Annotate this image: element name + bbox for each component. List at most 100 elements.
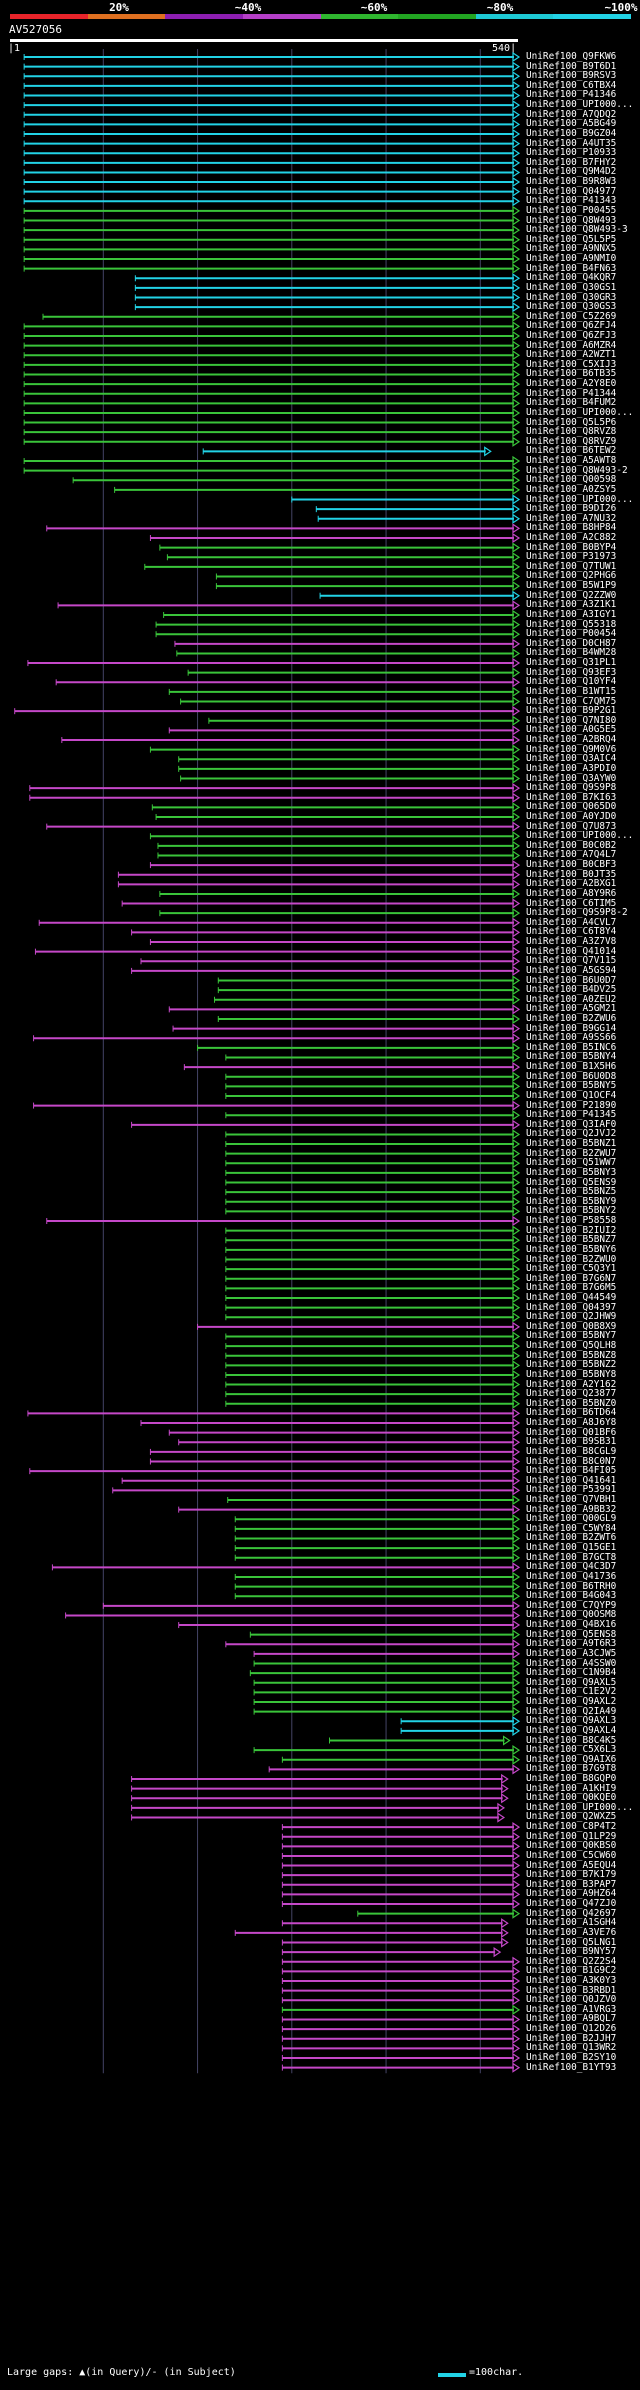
hit-label[interactable]: UniRef100_A5EQU4: [526, 1859, 617, 1871]
hit-label[interactable]: UniRef100_B5BNZ0: [526, 1397, 617, 1409]
hit-label[interactable]: UniRef100_B2ZWU6: [526, 1013, 617, 1024]
hit-label[interactable]: UniRef100_P41344: [526, 387, 617, 399]
hit-label[interactable]: UniRef100_B5BNY6: [526, 1243, 617, 1255]
hit-label[interactable]: UniRef100_A0ZEU2: [526, 993, 617, 1005]
hit-label[interactable]: UniRef100_C5WY84: [526, 1522, 617, 1534]
hit-label[interactable]: UniRef100_B5BNY8: [526, 1368, 617, 1380]
hit-label[interactable]: UniRef100_B9P2G1: [526, 705, 617, 717]
hit-label[interactable]: UniRef100_C7QM75: [526, 695, 617, 707]
hit-label[interactable]: UniRef100_Q8W493-3: [526, 224, 628, 236]
hit-label[interactable]: UniRef100_C8P4T2: [526, 1821, 617, 1833]
hit-label[interactable]: UniRef100_B5BNY3: [526, 1166, 617, 1178]
hit-label[interactable]: UniRef100_Q0KBS0: [526, 1840, 617, 1852]
hit-label[interactable]: UniRef100_Q00598: [526, 474, 617, 486]
hit-label[interactable]: UniRef100_B4G043: [526, 1590, 617, 1602]
hit-label[interactable]: UniRef100_Q30GS1: [526, 281, 617, 293]
hit-label[interactable]: UniRef100_Q47ZJ0: [526, 1898, 617, 1910]
hit-label[interactable]: UniRef100_Q2IA49: [526, 1705, 617, 1717]
hit-label[interactable]: UniRef100_Q6ZFJ4: [526, 320, 617, 332]
hit-label[interactable]: UniRef100_C1N9B4: [526, 1667, 617, 1679]
hit-label[interactable]: UniRef100_B9NY57: [526, 1946, 617, 1958]
hit-label[interactable]: UniRef100_Q9S9P8-2: [526, 907, 628, 919]
hit-label[interactable]: UniRef100_Q04977: [526, 185, 617, 197]
hit-label[interactable]: UniRef100_B9GG14: [526, 1022, 617, 1034]
hit-label[interactable]: UniRef100_B0BYP4: [526, 541, 617, 553]
hit-label[interactable]: UniRef100_B9SB31: [526, 1436, 617, 1448]
hit-label[interactable]: UniRef100_Q2WXZ5: [526, 1811, 617, 1823]
hit-label[interactable]: UniRef100_B9DI26: [526, 503, 617, 515]
hit-label[interactable]: UniRef100_A4UT35: [526, 137, 617, 149]
hit-label[interactable]: UniRef100_B4WM28: [526, 647, 617, 659]
hit-label[interactable]: UniRef100_B7G6M5: [526, 1282, 617, 1294]
hit-label[interactable]: UniRef100_Q8W493: [526, 214, 617, 226]
hit-label[interactable]: UniRef100_B2SY10: [526, 2051, 617, 2063]
hit-label[interactable]: UniRef100_Q8W493-2: [526, 464, 628, 476]
hit-label[interactable]: UniRef100_A9HZ64: [526, 1888, 617, 1900]
hit-label[interactable]: UniRef100_C1E2V2: [526, 1686, 617, 1698]
hit-label[interactable]: UniRef100_Q7TUW1: [526, 560, 617, 572]
hit-label[interactable]: UniRef100_Q30GR3: [526, 291, 617, 303]
hit-label[interactable]: UniRef100_Q9M4D2: [526, 166, 617, 178]
hit-label[interactable]: UniRef100_B5BNZ8: [526, 1349, 617, 1361]
hit-label[interactable]: UniRef100_Q2JVJ2: [526, 1128, 617, 1140]
hit-label[interactable]: UniRef100_Q9AXL3: [526, 1715, 617, 1727]
hit-label[interactable]: UniRef100_Q5ENS9: [526, 1176, 617, 1188]
hit-label[interactable]: UniRef100_A3Z1K1: [526, 599, 617, 611]
hit-label[interactable]: UniRef100_A2BRQ4: [526, 734, 617, 746]
hit-label[interactable]: UniRef100_B9R8W3: [526, 176, 617, 188]
hit-label[interactable]: UniRef100_Q5L5P5: [526, 233, 617, 245]
hit-label[interactable]: UniRef100_B5BNY9: [526, 1195, 617, 1207]
hit-label[interactable]: UniRef100_UPI000...: [526, 830, 634, 842]
hit-label[interactable]: UniRef100_B0JT35: [526, 868, 617, 880]
hit-label[interactable]: UniRef100_P21890: [526, 1099, 617, 1111]
hit-label[interactable]: UniRef100_UPI000...: [526, 99, 634, 111]
hit-label[interactable]: UniRef100_Q0KQE0: [526, 1792, 617, 1804]
hit-label[interactable]: UniRef100_Q2Z2S4: [526, 1955, 617, 1967]
hit-label[interactable]: UniRef100_A9NNX5: [526, 243, 617, 255]
hit-label[interactable]: UniRef100_A7QDQ2: [526, 108, 617, 120]
hit-label[interactable]: UniRef100_A8Y9R6: [526, 887, 617, 899]
hit-label[interactable]: UniRef100_B7FHY2: [526, 156, 617, 168]
hit-label[interactable]: UniRef100_Q4KQR7: [526, 272, 617, 284]
hit-label[interactable]: UniRef100_B5BNY4: [526, 1051, 617, 1063]
hit-label[interactable]: UniRef100_A0G5E5: [526, 724, 617, 736]
hit-label[interactable]: UniRef100_P10933: [526, 147, 617, 159]
hit-label[interactable]: UniRef100_Q3AIC4: [526, 753, 617, 765]
hit-label[interactable]: UniRef100_B2ZWU0: [526, 1253, 617, 1265]
hit-label[interactable]: UniRef100_Q0OSM8: [526, 1609, 617, 1621]
hit-label[interactable]: UniRef100_A1KHI9: [526, 1782, 617, 1794]
hit-label[interactable]: UniRef100_A5BG49: [526, 118, 617, 130]
hit-label[interactable]: UniRef100_Q93EF3: [526, 666, 617, 678]
hit-label[interactable]: UniRef100_A7Q4L7: [526, 849, 617, 861]
hit-label[interactable]: UniRef100_A9BB32: [526, 1503, 617, 1515]
hit-label[interactable]: UniRef100_A6MZR4: [526, 339, 617, 351]
hit-label[interactable]: UniRef100_P00455: [526, 204, 617, 216]
hit-label[interactable]: UniRef100_UPI000...: [526, 406, 634, 418]
hit-label[interactable]: UniRef100_B7KI63: [526, 791, 617, 803]
hit-label[interactable]: UniRef100_C6T8Y4: [526, 926, 617, 938]
hit-label[interactable]: UniRef100_Q8RVZ9: [526, 435, 617, 447]
hit-label[interactable]: UniRef100_Q4C3D7: [526, 1561, 617, 1573]
hit-label[interactable]: UniRef100_Q9FKW6: [526, 51, 617, 62]
hit-label[interactable]: UniRef100_Q2PHG6: [526, 570, 617, 582]
hit-label[interactable]: UniRef100_B9GZ04: [526, 127, 617, 139]
hit-label[interactable]: UniRef100_Q9AIX6: [526, 1753, 617, 1765]
hit-label[interactable]: UniRef100_B4FN63: [526, 262, 617, 274]
hit-label[interactable]: UniRef100_B7K179: [526, 1869, 617, 1881]
hit-label[interactable]: UniRef100_Q12D26: [526, 2023, 617, 2035]
hit-label[interactable]: UniRef100_Q065D0: [526, 801, 617, 813]
hit-label[interactable]: UniRef100_A4CVL7: [526, 916, 617, 928]
hit-label[interactable]: UniRef100_B7G6N7: [526, 1272, 617, 1284]
hit-label[interactable]: UniRef100_Q6ZFJ3: [526, 329, 617, 341]
hit-label[interactable]: UniRef100_Q1LP29: [526, 1830, 617, 1842]
hit-label[interactable]: UniRef100_Q15GE1: [526, 1542, 617, 1554]
hit-label[interactable]: UniRef100_B8C4K5: [526, 1734, 617, 1746]
hit-label[interactable]: UniRef100_UPI000...: [526, 1801, 634, 1813]
hit-label[interactable]: UniRef100_Q5QLH8: [526, 1340, 617, 1352]
hit-label[interactable]: UniRef100_B4FUM2: [526, 397, 617, 409]
hit-label[interactable]: UniRef100_C6TIM5: [526, 897, 617, 909]
hit-label[interactable]: UniRef100_Q31PL1: [526, 657, 617, 669]
hit-label[interactable]: UniRef100_P53991: [526, 1484, 617, 1496]
hit-label[interactable]: UniRef100_P41343: [526, 195, 617, 207]
hit-label[interactable]: UniRef100_B6TD64: [526, 1407, 617, 1419]
